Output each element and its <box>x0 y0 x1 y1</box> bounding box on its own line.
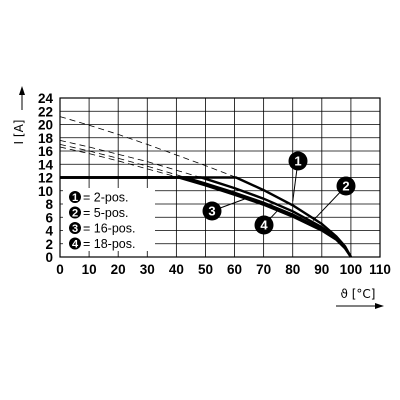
y-tick-label: 18 <box>38 131 54 146</box>
x-tick-label: 100 <box>340 262 363 277</box>
y-tick-label: 22 <box>38 104 53 119</box>
x-tick-label: 30 <box>140 262 155 277</box>
legend-item: 4 = 18-pos. <box>69 237 135 251</box>
derating-curve-dashed <box>59 144 186 178</box>
legend-label: = 2-pos. <box>83 191 129 205</box>
derating-curve-dashed <box>59 140 202 178</box>
legend-marker <box>69 206 81 219</box>
legend-marker <box>69 191 81 203</box>
y-tick-label: 16 <box>38 144 54 159</box>
y-tick-label: 12 <box>38 171 53 186</box>
x-tick-label: 90 <box>314 262 329 277</box>
legend-item: 2 = 5-pos. <box>69 206 129 220</box>
y-axis-title: I [A] <box>12 120 26 145</box>
legend-marker <box>69 237 81 250</box>
callout-marker <box>336 176 356 196</box>
x-axis-title: ϑ [°C] <box>341 287 376 301</box>
callout-1: 1 <box>288 151 308 202</box>
callout-number: 1 <box>294 154 301 169</box>
callout-4: 4 <box>254 209 279 235</box>
x-tick-label: 80 <box>285 262 300 277</box>
y-tick-label: 14 <box>38 157 54 172</box>
y-tick-label: 24 <box>38 91 54 106</box>
callout-2: 2 <box>312 176 356 221</box>
callout-number: 2 <box>342 179 349 194</box>
legend-marker-number: 3 <box>72 223 78 235</box>
legend-label: = 5-pos. <box>83 206 129 220</box>
y-tick-label: 0 <box>45 250 53 265</box>
legend-marker-number: 4 <box>72 239 79 251</box>
callout-3: 3 <box>202 196 250 221</box>
x-tick-label: 20 <box>111 262 126 277</box>
y-tick-label: 4 <box>45 224 53 239</box>
x-tick-label: 70 <box>256 262 271 277</box>
callout-number: 4 <box>260 218 268 233</box>
x-tick-labels: 0 10 20 30 40 50 60 70 80 90 100 110 <box>56 262 391 277</box>
x-axis-arrow <box>336 303 384 309</box>
x-tick-label: 40 <box>169 262 184 277</box>
derating-curve-dashed <box>59 116 237 178</box>
callout-number: 3 <box>208 204 215 219</box>
series-4 <box>59 146 352 258</box>
legend: 1 = 2-pos. 2 = 5-pos. 3 = 16-pos. 4 = 18-pos. <box>63 188 155 251</box>
legend-label: = 16-pos. <box>83 222 135 236</box>
legend-item: 3 = 16-pos. <box>69 222 135 236</box>
callout-marker <box>288 151 308 171</box>
y-tick-label: 20 <box>38 118 53 133</box>
derating-curve-dashed <box>59 146 179 178</box>
x-tick-label: 110 <box>369 262 391 277</box>
callout-marker <box>202 201 222 221</box>
legend-label: = 18-pos. <box>83 237 135 251</box>
legend-marker <box>69 222 81 234</box>
y-tick-label: 10 <box>38 184 53 199</box>
derating-curve <box>60 176 352 258</box>
x-tick-label: 0 <box>56 262 64 277</box>
series-callouts: 1 2 3 4 <box>202 151 356 235</box>
y-tick-label: 2 <box>45 237 53 252</box>
x-tick-label: 50 <box>198 262 213 277</box>
x-tick-label: 60 <box>227 262 242 277</box>
x-tick-label: 10 <box>82 262 97 277</box>
series-curves <box>59 116 352 258</box>
legend-marker-number: 2 <box>72 208 78 220</box>
y-tick-label: 8 <box>45 197 53 212</box>
y-axis-arrow <box>19 86 25 110</box>
legend-item: 1 = 2-pos. <box>69 191 129 205</box>
y-tick-label: 6 <box>45 210 53 225</box>
callout-marker <box>254 215 274 235</box>
legend-marker-number: 1 <box>72 192 78 204</box>
